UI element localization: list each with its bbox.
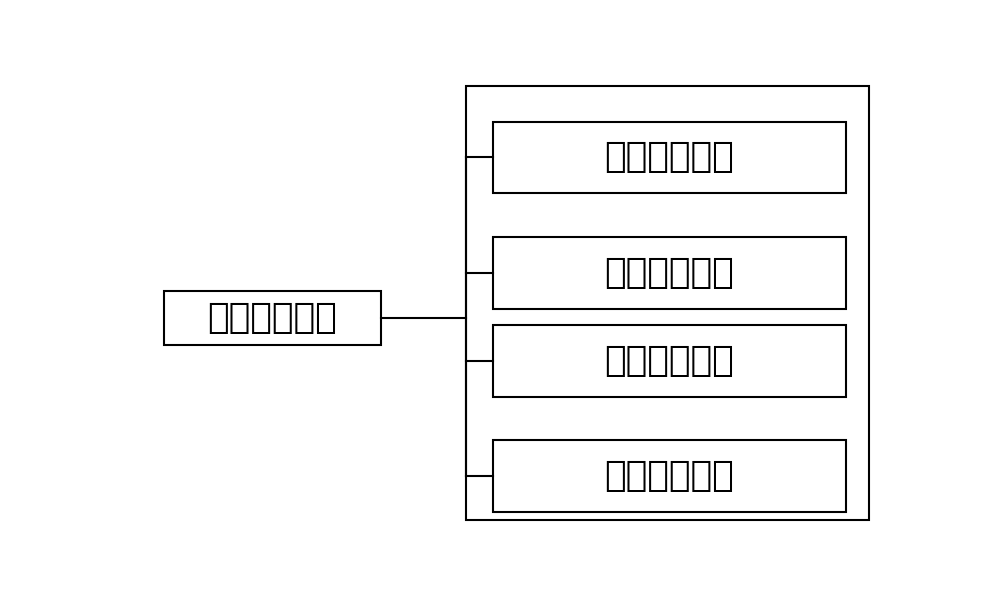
Text: 浓度检测模块: 浓度检测模块 [207,301,337,335]
FancyBboxPatch shape [493,122,846,193]
FancyBboxPatch shape [493,440,846,512]
Text: 湿度获取单元: 湿度获取单元 [605,256,734,290]
FancyBboxPatch shape [164,292,381,344]
Text: 粉尘获取单元: 粉尘获取单元 [605,459,734,493]
FancyBboxPatch shape [466,86,869,520]
FancyBboxPatch shape [493,325,846,397]
Text: 温度获取单元: 温度获取单元 [605,140,734,175]
Text: 光源获取单元: 光源获取单元 [605,344,734,378]
FancyBboxPatch shape [493,237,846,309]
